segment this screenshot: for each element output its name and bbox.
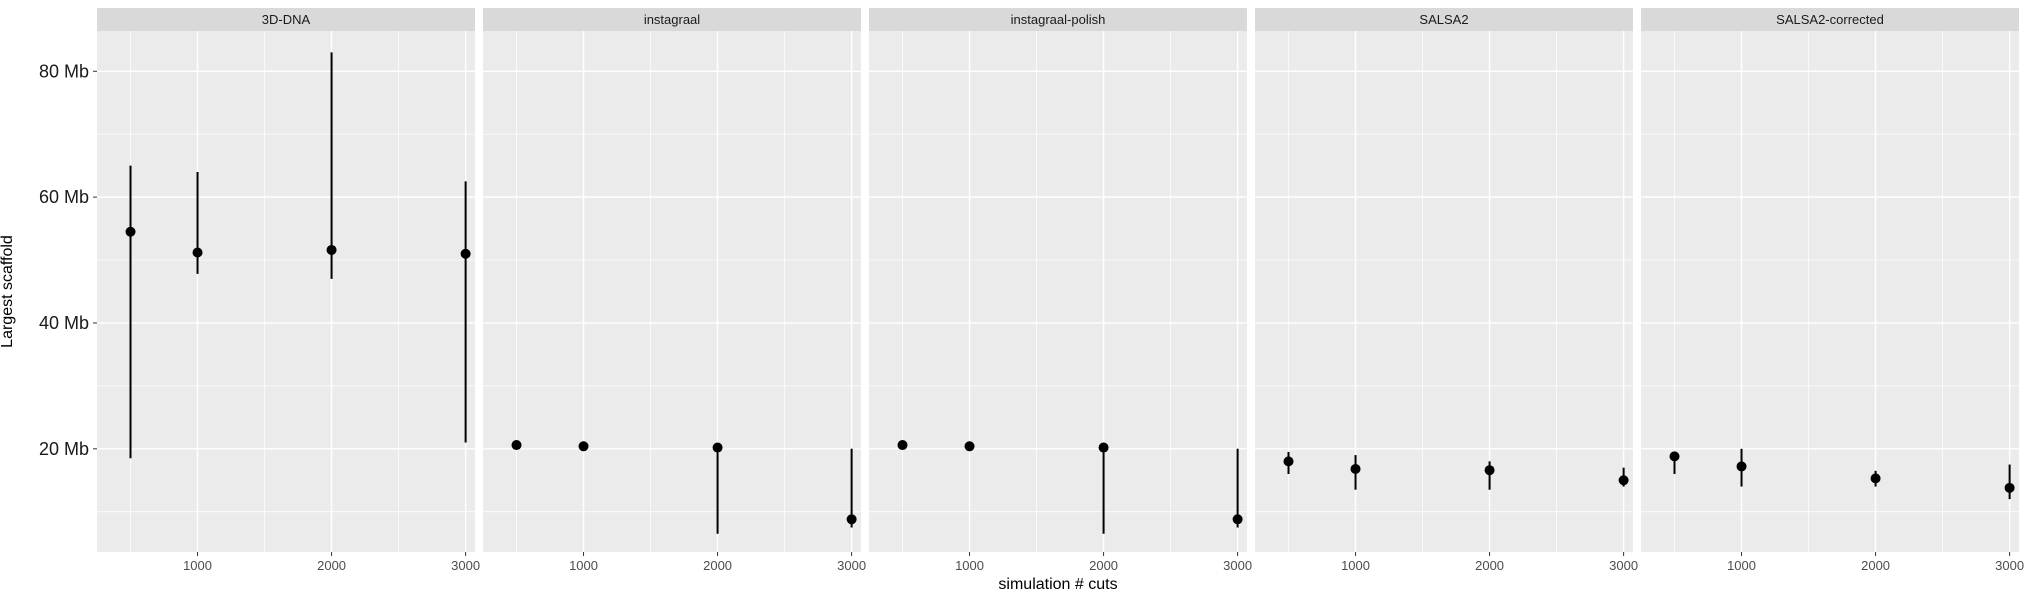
data-point bbox=[511, 440, 522, 451]
facet-strip bbox=[483, 8, 861, 31]
data-point bbox=[1283, 456, 1294, 467]
data-point bbox=[578, 441, 589, 452]
x-tick-label: 3000 bbox=[1995, 558, 2024, 573]
facet-strip bbox=[1255, 8, 1633, 31]
y-axis: 20 Mb 40 Mb 60 Mb 80 Mb bbox=[39, 61, 97, 459]
data-point bbox=[2004, 482, 2015, 493]
x-tick-label: 3000 bbox=[451, 558, 480, 573]
data-point bbox=[192, 247, 203, 258]
data-point bbox=[1098, 442, 1109, 453]
data-point bbox=[1669, 451, 1680, 462]
x-axis-title: simulation # cuts bbox=[998, 576, 1117, 593]
facet-strip-label: instagraal bbox=[644, 12, 700, 27]
x-tick-label: 3000 bbox=[1223, 558, 1252, 573]
x-tick-label: 1000 bbox=[1727, 558, 1756, 573]
x-tick-label: 3000 bbox=[837, 558, 866, 573]
data-point bbox=[1484, 465, 1495, 476]
facet-strip-label: instagraal-polish bbox=[1011, 12, 1106, 27]
facet-strip bbox=[869, 8, 1247, 31]
x-tick-label: 1000 bbox=[1341, 558, 1370, 573]
x-tick-label: 2000 bbox=[317, 558, 346, 573]
data-point bbox=[964, 441, 975, 452]
x-tick-label: 2000 bbox=[1475, 558, 1504, 573]
x-tick-label: 1000 bbox=[569, 558, 598, 573]
data-point bbox=[1350, 463, 1361, 474]
data-point bbox=[1232, 514, 1243, 525]
data-point bbox=[1736, 461, 1747, 472]
data-point bbox=[460, 248, 471, 259]
y-axis-title: Largest scaffold bbox=[0, 235, 16, 348]
panel-background bbox=[869, 31, 1247, 552]
panel-background bbox=[483, 31, 861, 552]
data-point bbox=[125, 226, 136, 237]
facet-panel: instagraal-polish 1000 2000 3000 bbox=[869, 8, 1252, 573]
facet-panels: 3D-DNA 1000 2000 3000 instagraal 1000 2000 3000… bbox=[97, 8, 2024, 573]
data-point bbox=[326, 244, 337, 255]
x-tick-label: 2000 bbox=[703, 558, 732, 573]
data-point bbox=[846, 514, 857, 525]
facet-strip bbox=[1641, 8, 2019, 31]
facet-strip-label: SALSA2 bbox=[1419, 12, 1468, 27]
data-point bbox=[712, 442, 723, 453]
panel-background bbox=[1255, 31, 1633, 552]
facet-strip-label: SALSA2-corrected bbox=[1776, 12, 1884, 27]
facet-panel: 3D-DNA 1000 2000 3000 bbox=[97, 8, 480, 573]
x-tick-label: 3000 bbox=[1609, 558, 1638, 573]
facet-strip-label: 3D-DNA bbox=[262, 12, 311, 27]
panel-background bbox=[1641, 31, 2019, 552]
data-point bbox=[1618, 475, 1629, 486]
y-tick-label: 60 Mb bbox=[39, 187, 89, 207]
data-point bbox=[897, 440, 908, 451]
facet-panel: SALSA2-corrected 1000 2000 3000 bbox=[1641, 8, 2024, 573]
facet-strip bbox=[97, 8, 475, 31]
y-tick-label: 20 Mb bbox=[39, 439, 89, 459]
data-point bbox=[1870, 473, 1881, 484]
facet-panel: instagraal 1000 2000 3000 bbox=[483, 8, 866, 573]
y-tick-label: 80 Mb bbox=[39, 61, 89, 81]
x-tick-label: 1000 bbox=[955, 558, 984, 573]
panel-background bbox=[97, 31, 475, 552]
x-tick-label: 2000 bbox=[1089, 558, 1118, 573]
y-tick-label: 40 Mb bbox=[39, 313, 89, 333]
x-tick-label: 1000 bbox=[183, 558, 212, 573]
x-tick-label: 2000 bbox=[1861, 558, 1890, 573]
facet-panel: SALSA2 1000 2000 3000 bbox=[1255, 8, 1638, 573]
